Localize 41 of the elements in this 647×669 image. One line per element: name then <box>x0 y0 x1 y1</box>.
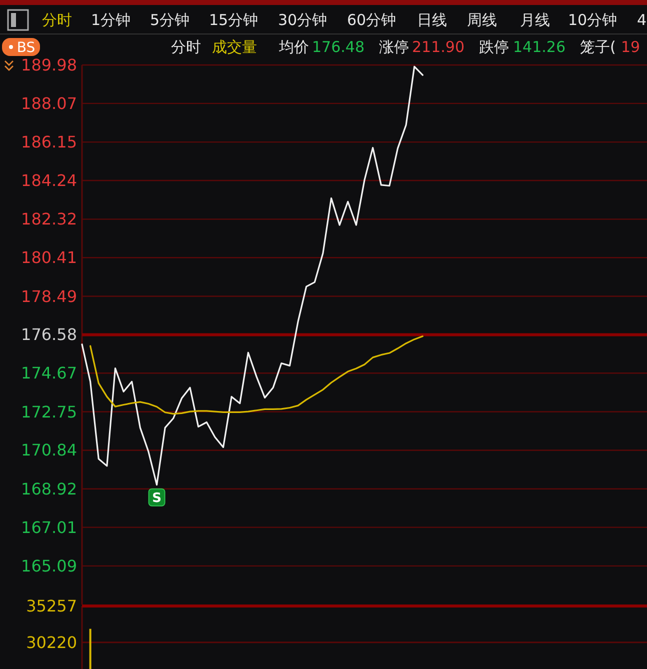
y-tick-label: 172.75 <box>21 402 77 422</box>
text: 19 <box>621 38 640 56</box>
text: 211.90 <box>412 38 464 56</box>
text: 成交量 <box>212 38 257 56</box>
y-tick-label: 170.84 <box>21 440 77 460</box>
text: 10分钟 <box>568 11 618 29</box>
y-tick-label: 168.92 <box>21 479 77 498</box>
y-tick-label: 35257 <box>26 596 77 616</box>
text: 176.48 <box>312 38 364 56</box>
y-tick-label: 180.41 <box>21 248 77 268</box>
text: 分时 <box>42 11 72 29</box>
text: 月线 <box>520 11 550 29</box>
y-tick-label: 30220 <box>26 632 77 652</box>
y-tick-label: 186.15 <box>21 132 77 152</box>
y-tick-label: 182.32 <box>21 210 77 229</box>
y-tick-label: 167.01 <box>21 518 77 537</box>
y-tick-label: 189.98 <box>21 56 77 74</box>
text: 4 <box>637 11 647 29</box>
text: 141.26 <box>513 38 566 56</box>
text: 15分钟 <box>209 11 258 29</box>
text: 均价 <box>278 38 309 56</box>
line-series <box>90 336 424 415</box>
text: BS <box>16 40 36 56</box>
y-tick-label: 174.67 <box>21 364 77 383</box>
y-tick-label: 176.58 <box>21 325 77 344</box>
text: 30分钟 <box>278 11 328 29</box>
y-tick-label: 184.24 <box>21 171 77 190</box>
text: 涨停 <box>379 38 409 56</box>
text: 跌停 <box>479 38 509 56</box>
line-series <box>81 66 424 486</box>
y-tick-label: 165.09 <box>21 556 77 576</box>
text: 60分钟 <box>347 11 396 29</box>
text: 日线 <box>417 11 447 29</box>
text: 5分钟 <box>150 11 190 29</box>
annotation: S <box>152 490 162 506</box>
y-tick-label: 178.49 <box>21 286 77 306</box>
text: 1分钟 <box>91 11 131 29</box>
text: 周线 <box>467 11 497 29</box>
text: 笼子( <box>580 38 616 56</box>
y-tick-label: 188.07 <box>21 94 77 113</box>
text: 分时 <box>171 38 201 56</box>
